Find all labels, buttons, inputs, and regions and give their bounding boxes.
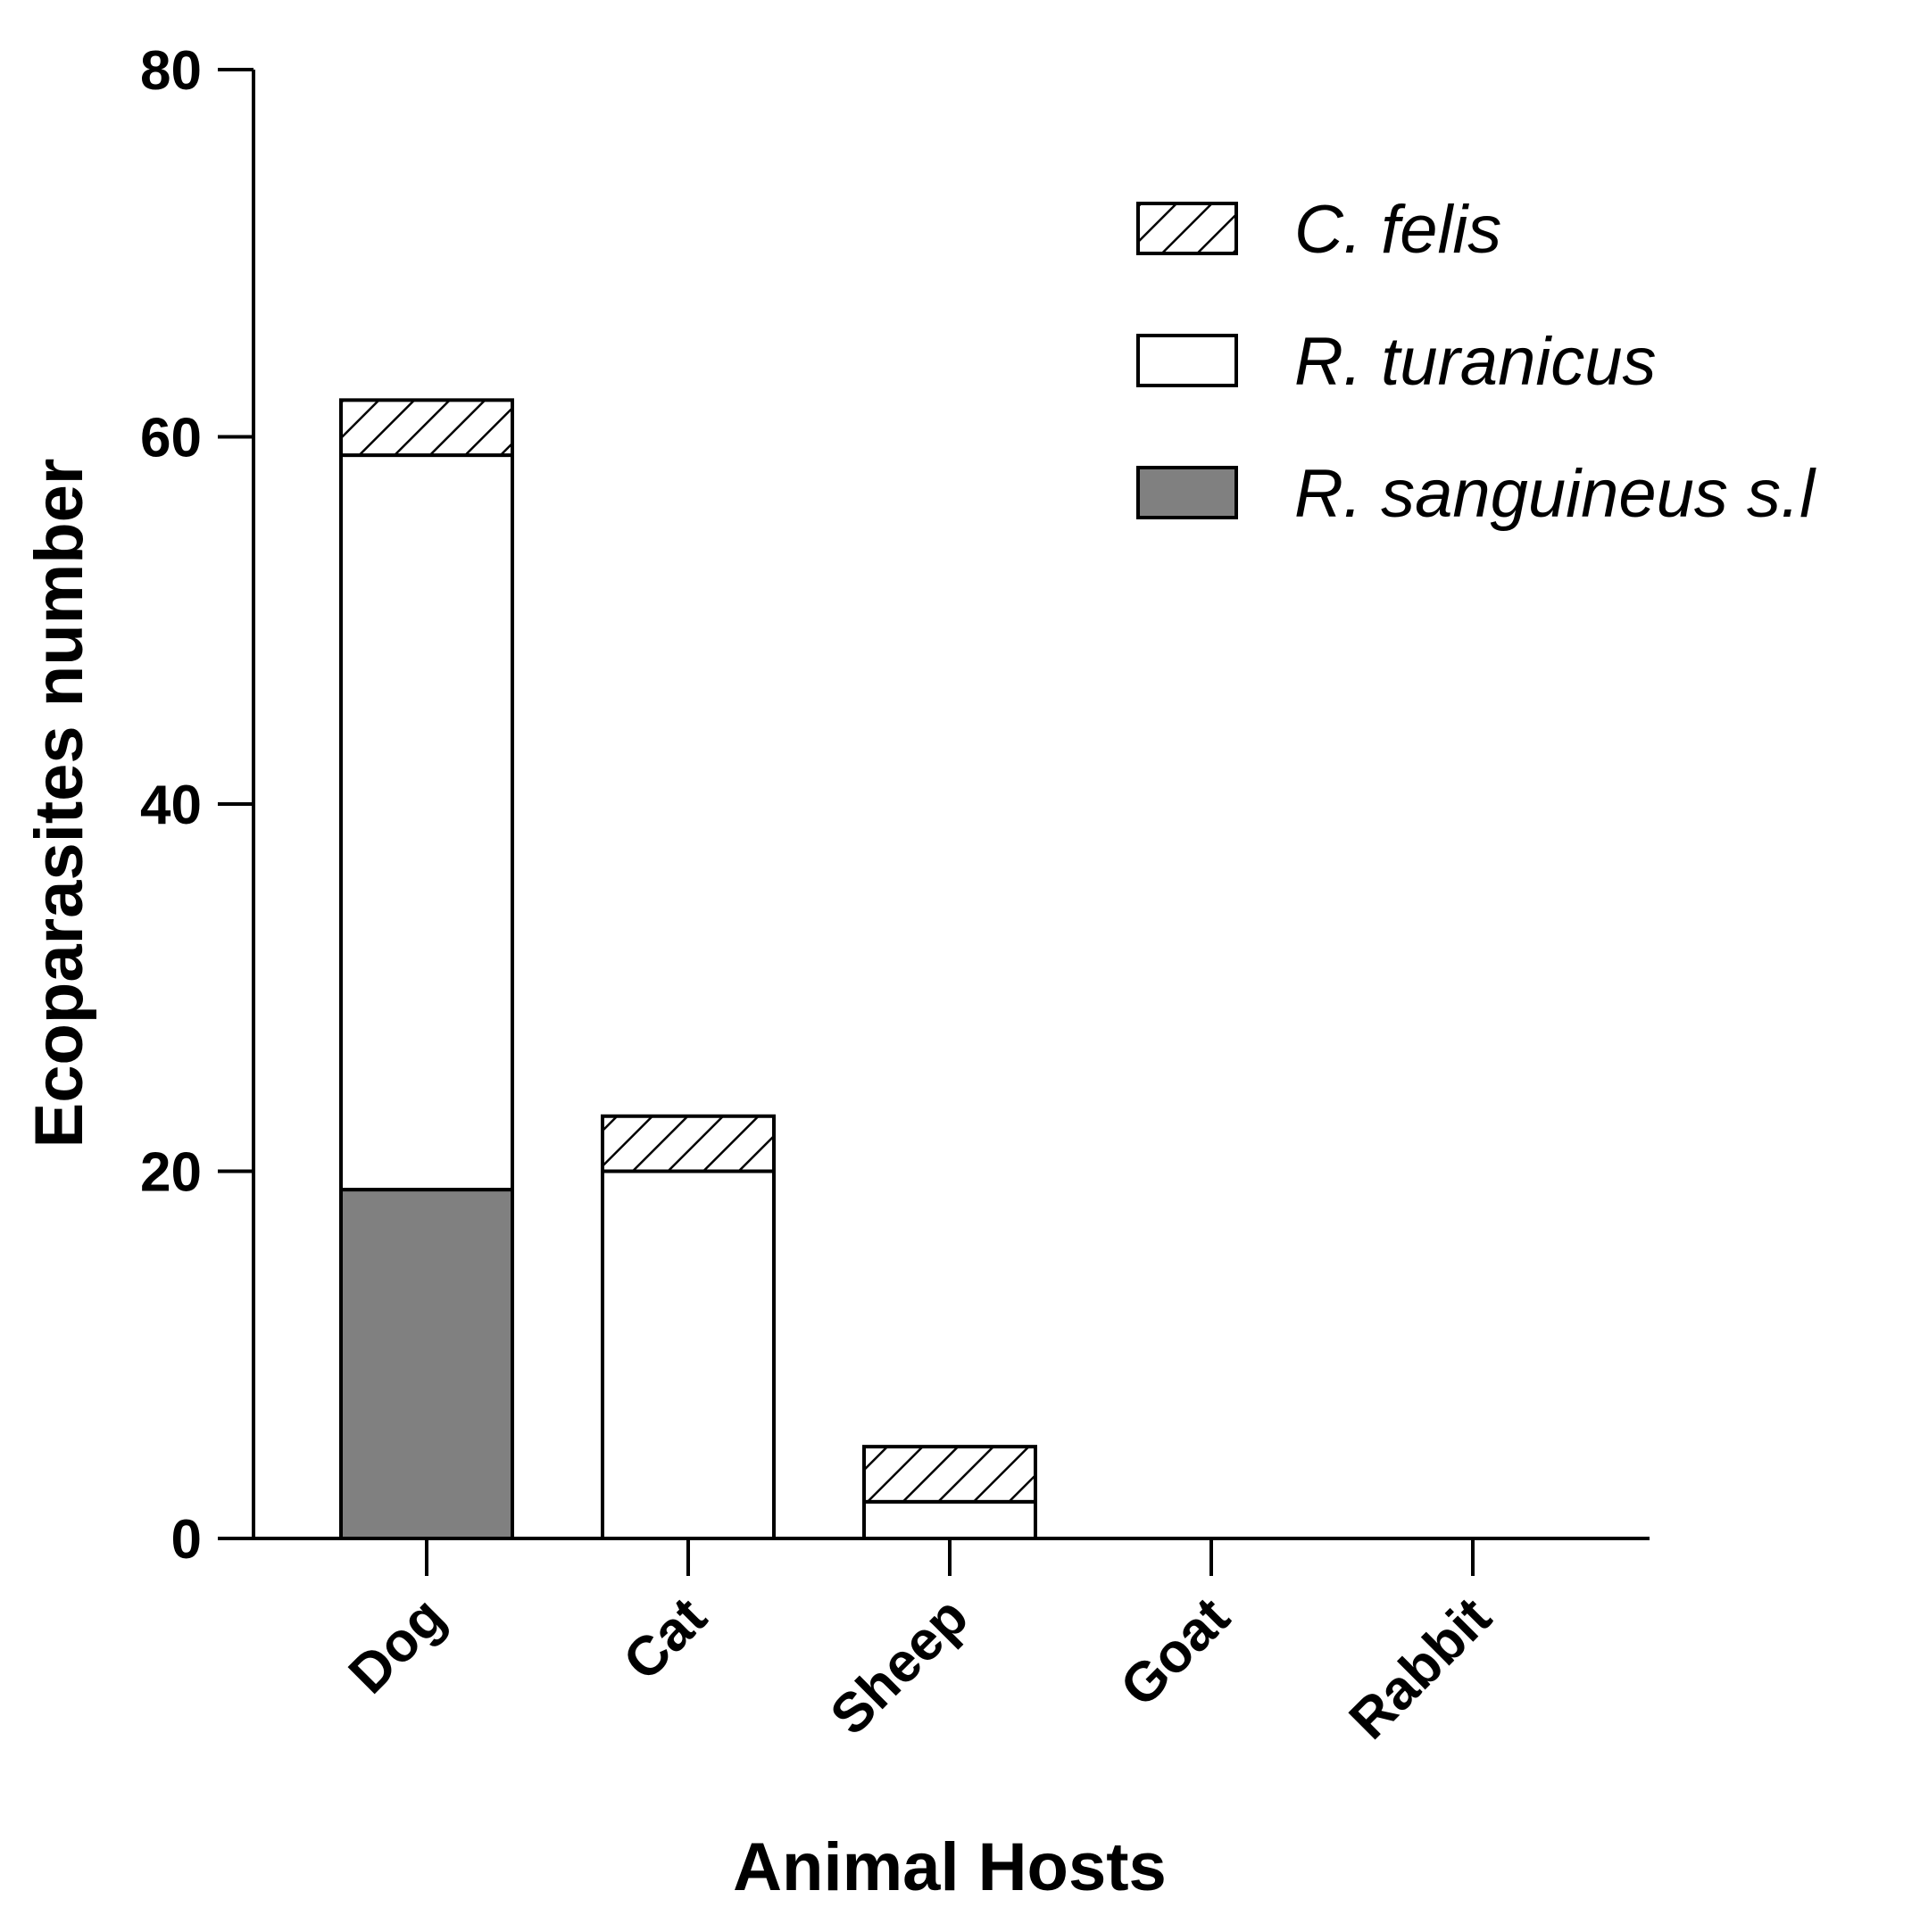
y-axis-title: Ecoparasites number	[21, 459, 97, 1148]
legend-label-r-turanicus: R. turanicus	[1294, 324, 1657, 400]
y-tick-label-80: 80	[140, 40, 202, 102]
legend-swatch-c-felis	[1136, 202, 1238, 255]
x-tick-label-sheep: Sheep	[819, 1586, 980, 1746]
y-tick-label-20: 20	[140, 1142, 202, 1204]
bar-dog-r-sanguineus-s-l	[339, 1188, 514, 1540]
bar-cat-c-felis	[601, 1114, 776, 1173]
legend-swatch-r-turanicus	[1136, 334, 1238, 387]
bar-dog-r-turanicus	[339, 453, 514, 1192]
y-tick-label-60: 60	[140, 408, 202, 469]
bars-group	[339, 398, 1037, 1540]
legend-label-c-felis: C. felis	[1294, 192, 1501, 268]
y-tick-label-40: 40	[140, 775, 202, 836]
bar-dog-c-felis	[339, 398, 514, 458]
legend-swatch-r-sanguineus-s-l	[1136, 466, 1238, 519]
bar-sheep-r-turanicus	[862, 1499, 1037, 1540]
x-tick-label-goat: Goat	[1109, 1586, 1242, 1719]
x-ticks-group: Dog Cat Sheep Goat Rabbit	[337, 1538, 1503, 1751]
bar-sheep-c-felis	[862, 1445, 1037, 1504]
y-ticks-group: 0 20 40 60 80	[140, 40, 254, 1571]
x-tick-label-cat: Cat	[611, 1586, 718, 1692]
x-tick-label-dog: Dog	[337, 1586, 457, 1705]
bar-cat-r-turanicus	[601, 1169, 776, 1540]
y-tick-label-0: 0	[171, 1509, 202, 1571]
x-tick-label-rabbit: Rabbit	[1338, 1586, 1503, 1751]
legend-label-r-sanguineus-s-l: R. sanguineus s.l	[1294, 456, 1816, 532]
x-axis-title: Animal Hosts	[733, 1829, 1167, 1905]
legend: C. felis R. turanicus R. sanguineus s.l	[1136, 192, 1816, 532]
